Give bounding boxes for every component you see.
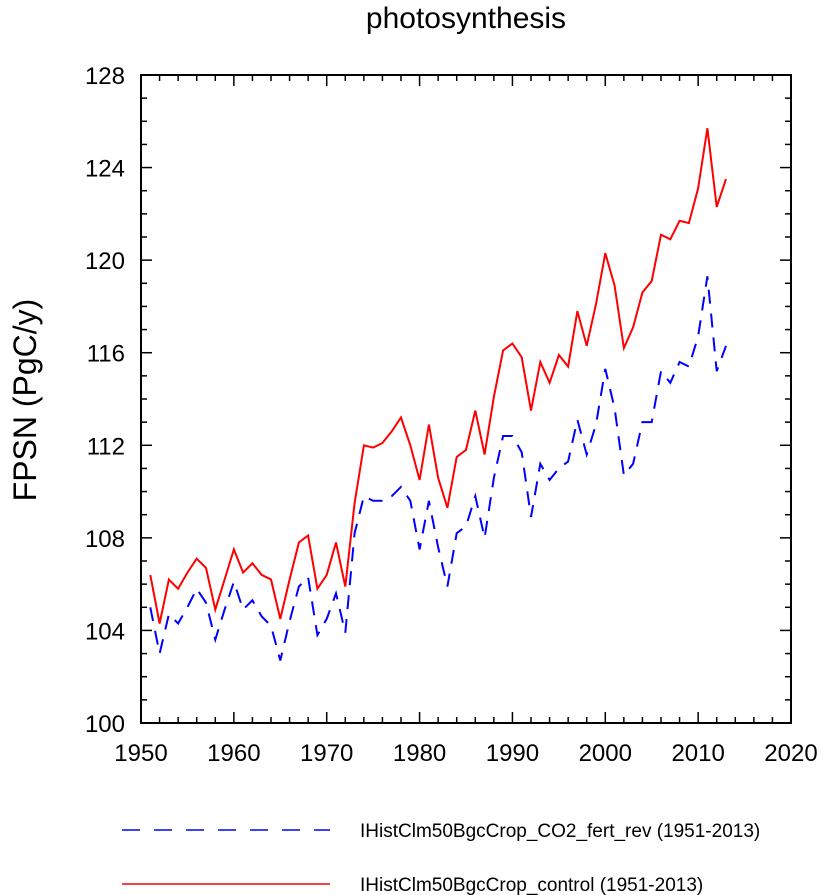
- y-tick-label: 108: [85, 526, 125, 553]
- x-tick-label: 1980: [393, 740, 446, 767]
- y-tick-label: 124: [85, 156, 125, 183]
- x-tick-label: 2010: [671, 740, 724, 767]
- x-tick-label: 2020: [764, 740, 817, 767]
- y-tick-label: 104: [85, 618, 125, 645]
- y-tick-label: 116: [87, 341, 125, 368]
- legend-label-2: IHistClm50BgcCrop_control (1951-2013): [360, 875, 703, 895]
- chart-title: photosynthesis: [366, 2, 566, 35]
- x-tick-label: 2000: [579, 740, 632, 767]
- y-tick-label: 112: [87, 433, 125, 460]
- y-axis-label: FPSN (PgC/y): [7, 299, 43, 502]
- y-tick-label: 100: [85, 711, 125, 738]
- x-tick-label: 1960: [207, 740, 260, 767]
- x-tick-label: 1950: [114, 740, 167, 767]
- series-lines: [149, 128, 727, 661]
- tick-labels: 1950 1960 1970 1980 1990 2000 2010 2020 100 104 10…: [85, 63, 818, 767]
- series-line-1: [149, 276, 727, 661]
- plot-frame: [140, 74, 792, 724]
- x-tick-label: 1970: [300, 740, 353, 767]
- legend-label-1: IHistClm50BgcCrop_CO2_fert_rev (1951-201…: [360, 821, 760, 842]
- series-line-2: [149, 128, 727, 624]
- x-tick-label: 1990: [486, 740, 539, 767]
- legend: IHistClm50BgcCrop_CO2_fert_rev (1951-201…: [122, 821, 760, 895]
- axis-ticks: [140, 74, 792, 724]
- y-tick-label: 120: [85, 248, 125, 275]
- y-tick-label: 128: [85, 63, 125, 90]
